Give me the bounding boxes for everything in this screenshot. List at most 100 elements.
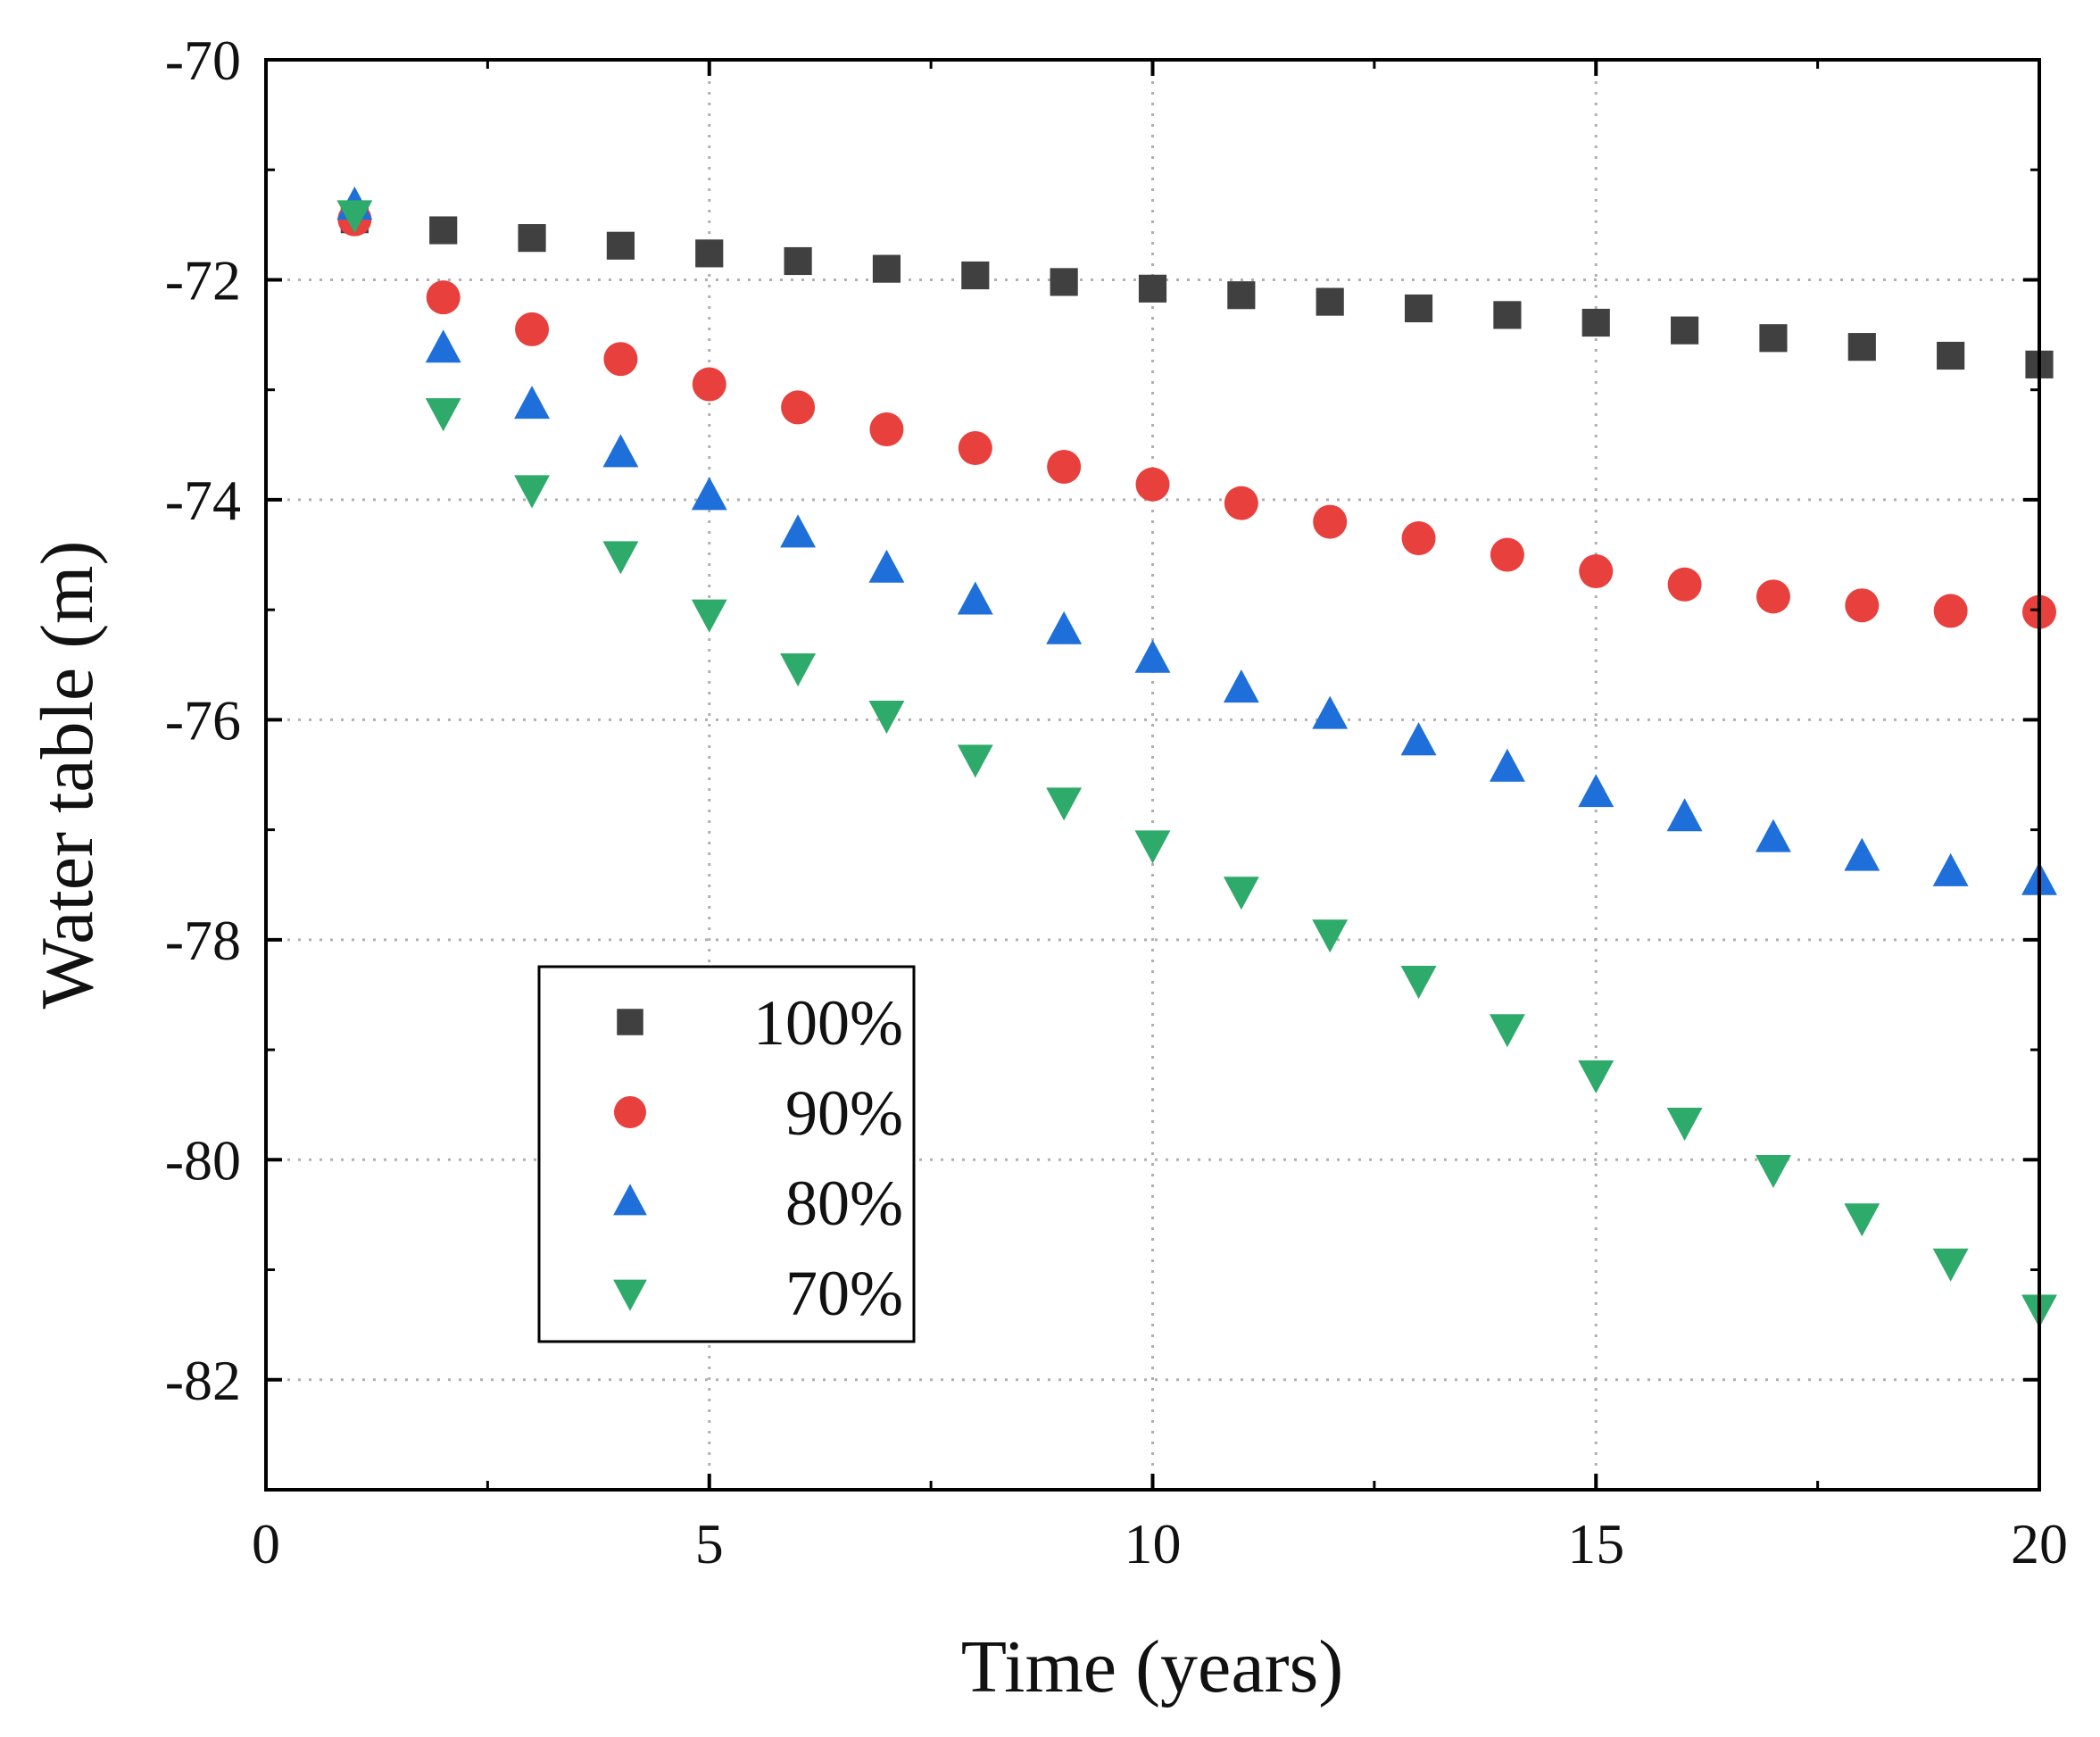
data-point [1933,594,1968,628]
data-point [1046,611,1083,644]
data-point [1489,748,1525,782]
data-point [868,549,905,583]
data-point [518,224,546,253]
data-point [1312,695,1349,729]
y-tick-label: -76 [165,688,241,752]
data-point [606,231,635,260]
data-point [1579,554,1614,589]
data-point [425,329,461,363]
data-point [425,398,461,432]
data-point [957,581,993,615]
y-tick-label: -82 [165,1349,241,1412]
data-point [1134,830,1171,864]
data-point [1401,521,1436,556]
data-point [1313,504,1348,539]
legend-label: 80% [785,1168,903,1239]
data-point [780,653,817,687]
data-point [1404,294,1433,323]
data-point [1666,1107,1703,1142]
data-point [1134,639,1171,673]
x-axis-title: Time (years) [961,1625,1344,1708]
data-point [1050,268,1078,296]
tick-marks [264,58,2041,1490]
data-point [1667,567,1702,602]
data-point [1671,316,1699,345]
data-point [1847,333,1876,362]
data-point [1756,819,1791,852]
data-point [514,475,550,509]
data-points [336,187,2057,1328]
data-point [957,744,993,778]
data-point [429,216,458,245]
data-point [695,239,724,268]
y-axis-title: Water table (m) [26,541,109,1010]
y-tick-label: -74 [165,469,241,532]
data-point [1932,1248,1969,1282]
data-point [691,599,727,633]
data-point [1756,579,1790,614]
data-point [1844,1203,1880,1237]
data-point [1223,877,1259,910]
data-point [784,246,812,276]
data-point [1937,341,1965,370]
data-point [780,514,817,548]
legend-label: 90% [785,1077,903,1149]
x-tick-label: 15 [1567,1512,1624,1575]
data-point [961,261,990,290]
data-point [603,342,638,377]
data-point [1756,1154,1791,1189]
data-point [1400,966,1437,1000]
data-point [514,386,550,420]
data-point [1932,852,1969,886]
data-point [1578,774,1614,808]
y-tick-label: -80 [165,1128,241,1192]
x-tick-label: 0 [252,1512,280,1575]
data-point [1135,467,1170,502]
data-point [1578,1060,1614,1094]
y-tick-label: -72 [165,248,241,312]
data-point [872,254,901,283]
data-point [602,434,639,468]
data-point [1490,537,1524,572]
data-point [1844,837,1880,871]
legend: 100% 90% 80% 70% [537,965,916,1343]
legend-label: 70% [785,1258,903,1329]
series-90-percent [337,202,2056,629]
tick-labels: -70 -72 -74 -76 -78 -80 -82 0 5 10 15 20 [165,29,2068,1575]
legend-marker-80-percent [613,1184,647,1216]
data-point [336,200,373,234]
data-point [1138,274,1167,303]
data-point [1759,324,1788,353]
x-tick-label: 10 [1125,1512,1182,1575]
x-tick-label: 5 [695,1512,724,1575]
data-point [1227,281,1256,310]
data-point [1400,722,1437,756]
data-point [869,412,904,447]
data-point [781,390,816,425]
data-point [515,312,550,346]
x-tick-label: 20 [2011,1512,2068,1575]
data-point [1047,449,1082,484]
data-point [868,701,905,735]
data-point [692,367,726,402]
data-point [1316,287,1344,316]
legend-label: 100% [753,987,903,1059]
data-point [1046,787,1083,821]
legend-marker-100-percent [617,1009,643,1035]
data-point [1489,1014,1525,1048]
data-point [1312,919,1349,953]
legend-box [537,965,916,1343]
y-tick-label: -70 [165,29,241,92]
y-tick-label: -78 [165,909,241,972]
legend-marker-90-percent [614,1096,646,1128]
data-point [691,477,727,511]
data-point [1581,308,1610,337]
legend-marker-70-percent [613,1279,647,1311]
data-point [1666,798,1703,832]
data-point [426,280,461,315]
data-point [958,431,992,466]
series-80-percent [336,187,2057,895]
data-point [1845,588,1880,623]
data-point [602,541,639,575]
